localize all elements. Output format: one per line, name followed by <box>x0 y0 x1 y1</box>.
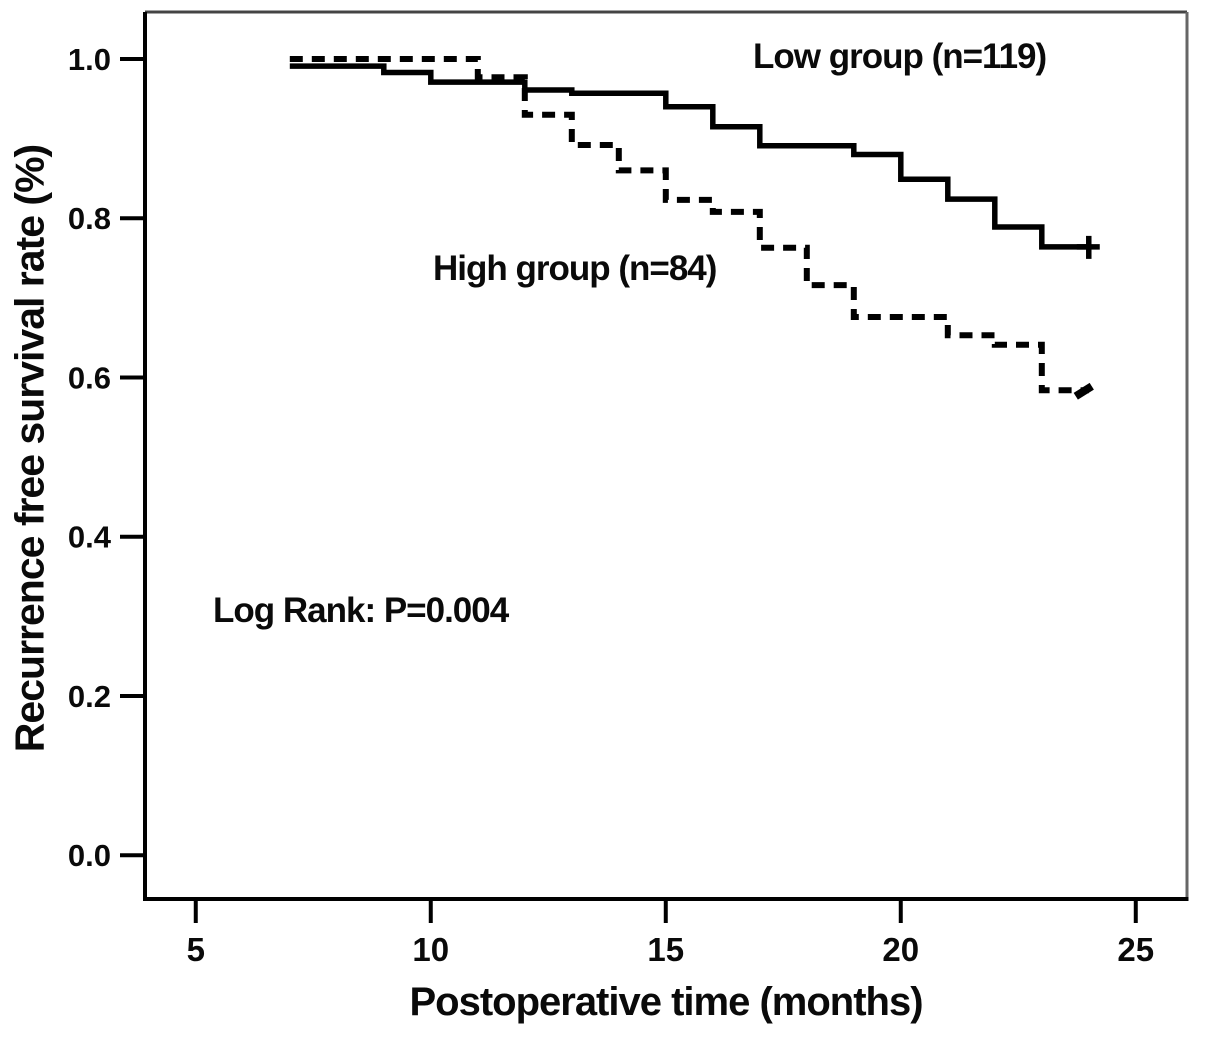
x-tick-label: 15 <box>647 931 684 968</box>
x-tick-label: 25 <box>1117 931 1154 968</box>
low-group-curve <box>289 63 1089 250</box>
legend-high-group-label: High group (n=84) <box>433 249 717 288</box>
log-rank-annotation: Log Rank: P=0.004 <box>213 591 509 630</box>
y-tick-label: 1.0 <box>68 42 111 77</box>
x-axis-title: Postoperative time (months) <box>409 980 923 1024</box>
high-group-curve <box>289 56 1089 394</box>
x-tick-label: 5 <box>187 931 205 968</box>
x-tick-label: 10 <box>412 931 449 968</box>
censor-tick-icon <box>1073 382 1094 400</box>
y-tick-label: 0.6 <box>68 360 111 395</box>
y-tick-label: 0.2 <box>68 679 111 714</box>
y-tick-label: 0.4 <box>68 520 112 555</box>
legend-low-group-label: Low group (n=119) <box>753 37 1047 76</box>
y-axis-title: Recurrence free survival rate (%) <box>6 144 53 753</box>
y-tick-label: 0.8 <box>68 201 111 236</box>
x-tick-label: 20 <box>882 931 919 968</box>
y-tick-label: 0.0 <box>68 838 111 873</box>
